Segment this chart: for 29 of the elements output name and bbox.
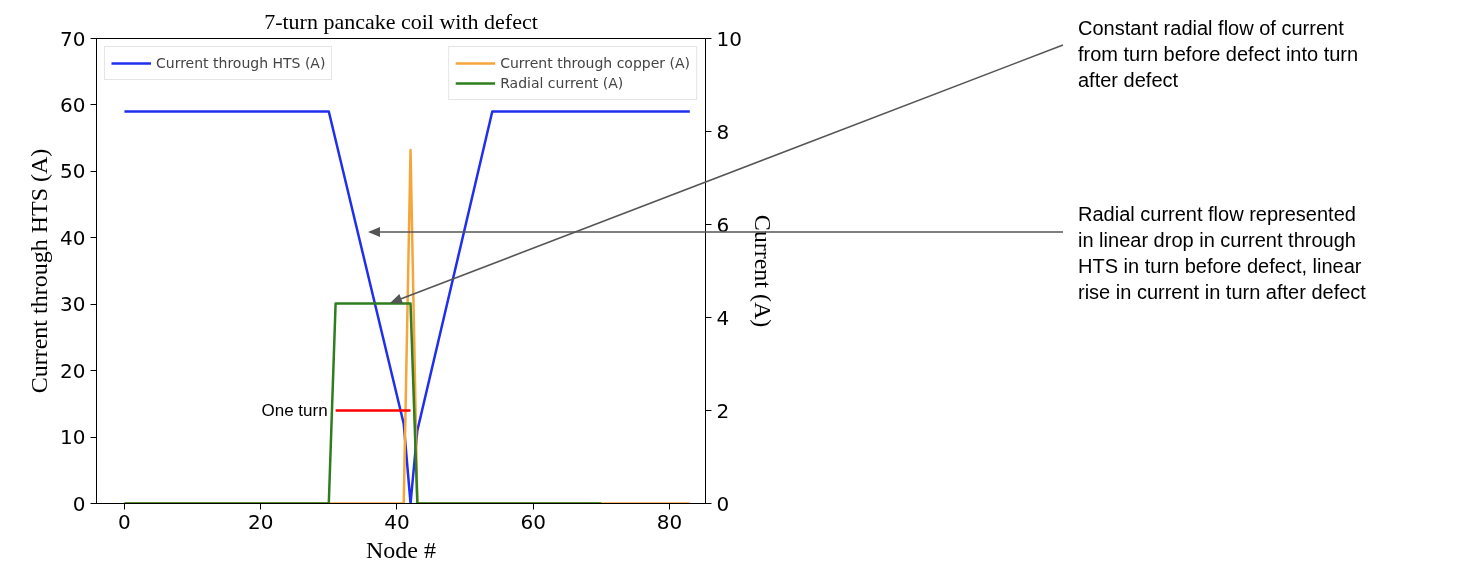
- chart-title: 7-turn pancake coil with defect: [264, 8, 538, 34]
- legend-label: Radial current (A): [500, 75, 624, 91]
- y2-tick-label: 2: [716, 398, 730, 423]
- text: Constant radial flow of current from turn before defect into turn after defect: [1078, 16, 1360, 93]
- y-tick-label: 20: [60, 358, 86, 383]
- x-tick-label: 80: [656, 509, 683, 534]
- x-axis-title: Node #: [366, 536, 436, 563]
- legend-label: Current through copper (A): [500, 55, 690, 71]
- x-tick-label: 60: [520, 509, 546, 534]
- y-axis-title: Current through HTS (A): [26, 148, 53, 394]
- x-tick-label: 0: [118, 509, 131, 534]
- y2-tick-label: 10: [716, 26, 742, 51]
- y-tick-label: 0: [72, 491, 86, 516]
- annotation: One turn: [261, 401, 328, 420]
- y-tick-label: 70: [60, 26, 86, 51]
- y2-tick-label: 0: [716, 491, 730, 516]
- y-tick-label: 50: [60, 159, 86, 184]
- y-tick-label: 40: [60, 225, 86, 250]
- y-tick-label: 30: [60, 292, 86, 317]
- y2-tick-label: 6: [716, 212, 730, 237]
- x-tick-label: 40: [384, 509, 410, 534]
- y2-axis-title: Current (A): [749, 214, 776, 328]
- x-tick-label: 20: [247, 509, 274, 534]
- y2-tick-label: 8: [716, 119, 730, 144]
- y-tick-label: 60: [60, 92, 86, 117]
- y-tick-label: 10: [60, 425, 86, 450]
- legend-label: Current through HTS (A): [156, 55, 326, 71]
- text: Radial current flow represented in linear drop in current through HTS in turn before defect, linear rise in current in turn after defect: [1078, 202, 1367, 305]
- y2-tick-label: 4: [716, 305, 730, 330]
